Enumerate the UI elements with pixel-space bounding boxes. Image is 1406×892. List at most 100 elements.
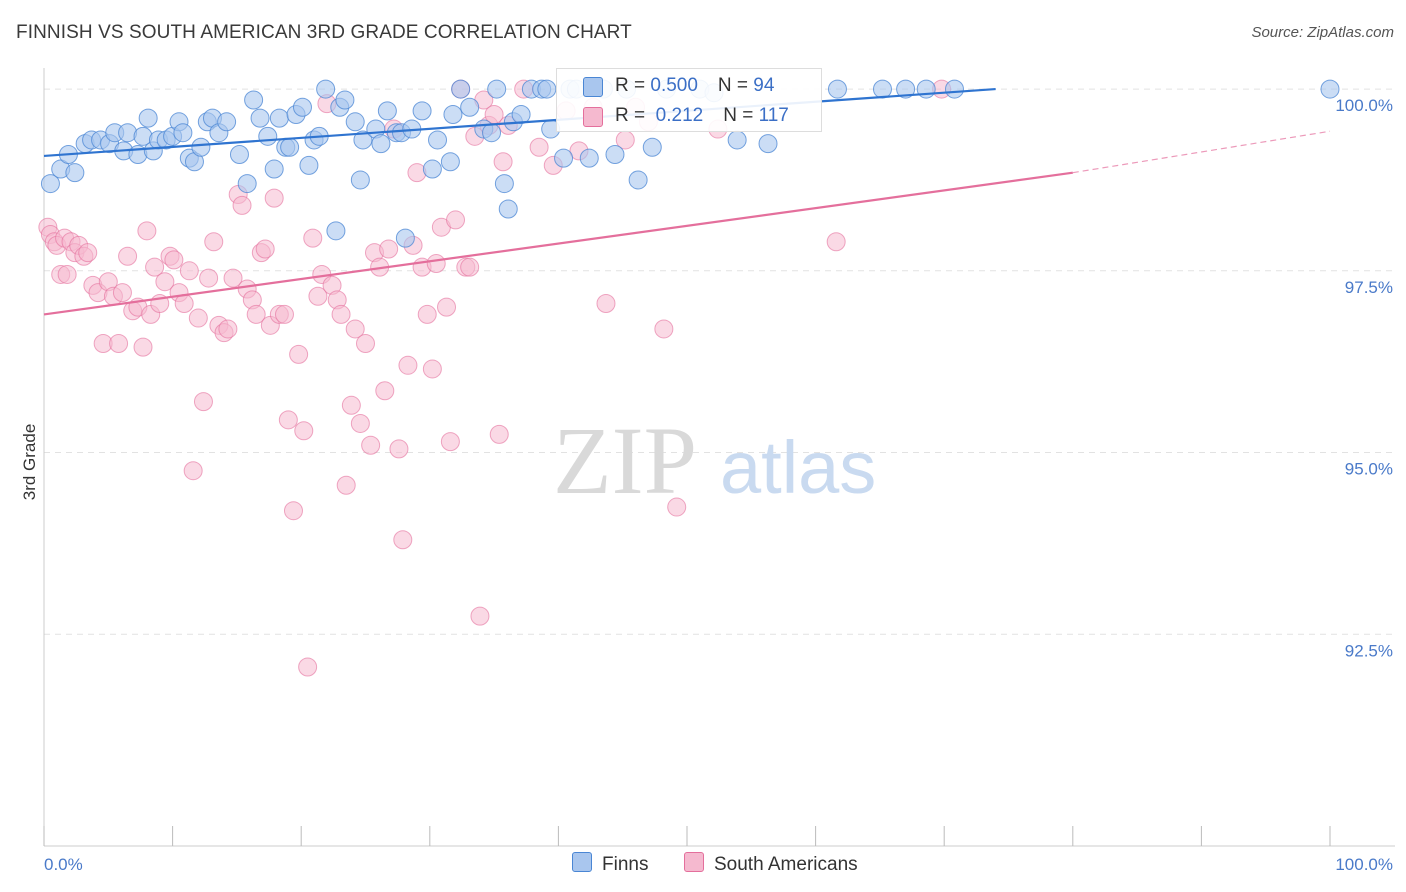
data-point-finns — [118, 123, 138, 143]
x-tick-label: 0.0% — [44, 855, 83, 874]
trend-lines — [43, 87, 1331, 316]
data-point-south-americans — [264, 188, 284, 208]
stats-legend: R = 0.500 N = 94 R = 0.212 N = 117 — [556, 68, 822, 132]
data-point-south-americans — [341, 395, 361, 415]
y-tick-label: 95.0% — [1345, 460, 1393, 479]
data-point-south-americans — [826, 232, 846, 252]
data-point-south-americans — [278, 410, 298, 430]
data-point-south-americans — [137, 221, 157, 241]
data-point-south-americans — [164, 250, 184, 270]
data-point-finns — [371, 134, 391, 154]
data-point-finns — [350, 170, 370, 190]
data-point-finns — [353, 130, 373, 150]
data-point-finns — [264, 159, 284, 179]
data-point-finns — [727, 130, 747, 150]
y-tick-label: 92.5% — [1345, 641, 1393, 660]
data-point-finns — [451, 79, 471, 99]
watermark: ZIP atlas — [553, 407, 876, 514]
data-point-south-americans — [529, 137, 549, 157]
data-point-south-americans — [417, 304, 437, 324]
data-point-finns — [511, 105, 531, 125]
trend-line-south-americans-dashed — [1072, 130, 1331, 174]
trend-line-south-americans — [43, 171, 1073, 316]
data-point-finns — [642, 137, 662, 157]
data-point-south-americans — [283, 501, 303, 521]
data-point-south-americans — [437, 297, 457, 317]
data-point-south-americans — [179, 261, 199, 281]
data-point-south-americans — [294, 421, 314, 441]
data-point-south-americans — [246, 304, 266, 324]
legend-r-label: R = — [615, 105, 651, 126]
data-point-finns — [244, 90, 264, 110]
data-point-finns — [482, 123, 502, 143]
data-point-finns — [191, 137, 211, 157]
legend-n-label: N = — [717, 75, 754, 96]
data-point-finns — [422, 159, 442, 179]
x-tick-labels: 0.0% 100.0% — [44, 855, 1393, 874]
data-point-finns — [944, 79, 964, 99]
data-point-south-americans — [350, 413, 370, 433]
data-point-south-americans — [199, 268, 219, 288]
data-point-south-americans — [667, 497, 687, 517]
y-tick-labels: 100.0% 97.5% 95.0% 92.5% — [1335, 96, 1393, 660]
y-tick-label: 97.5% — [1345, 278, 1393, 297]
data-point-finns — [460, 97, 480, 117]
data-point-south-americans — [255, 239, 275, 259]
legend-n-value-finns: 94 — [753, 75, 775, 96]
data-point-south-americans — [218, 319, 238, 339]
data-point-south-americans — [155, 272, 175, 292]
grid-lines — [44, 88, 1395, 635]
bottom-legend-finns: Finns — [572, 852, 648, 876]
data-point-finns — [299, 155, 319, 175]
data-point-finns — [428, 130, 448, 150]
bottom-legend-swatch-south-americans — [684, 852, 704, 872]
bottom-legend-label-south-americans: South Americans — [714, 854, 858, 875]
legend-n-value-south-americans: 117 — [758, 105, 789, 126]
data-point-south-americans — [345, 319, 365, 339]
data-point-finns — [605, 145, 625, 164]
data-point-south-americans — [489, 424, 509, 444]
data-point-finns — [173, 123, 193, 143]
data-point-finns — [412, 101, 432, 121]
data-point-south-americans — [331, 304, 351, 324]
data-point-finns — [537, 79, 557, 99]
data-point-south-americans — [78, 243, 98, 263]
data-point-south-americans — [375, 381, 395, 401]
data-point-finns — [395, 228, 415, 248]
y-axis-label: 3rd Grade — [20, 424, 39, 501]
data-point-south-americans — [393, 530, 413, 550]
data-point-south-americans — [223, 268, 243, 288]
bottom-legend-south-americans: South Americans — [684, 852, 858, 876]
data-point-south-americans — [426, 254, 446, 274]
data-point-south-americans — [109, 334, 129, 353]
data-point-finns — [758, 134, 778, 154]
data-point-south-americans — [193, 392, 213, 412]
data-point-finns — [827, 79, 847, 99]
data-point-south-americans — [308, 286, 328, 306]
legend-row-south-americans: R = 0.212 N = 117 — [557, 101, 821, 131]
chart-title: FINNISH VS SOUTH AMERICAN 3RD GRADE CORR… — [16, 22, 632, 43]
data-point-finns — [494, 174, 514, 194]
axes — [43, 68, 1395, 847]
data-point-south-americans — [493, 152, 513, 172]
legend-r-label: R = — [615, 75, 651, 96]
data-point-finns — [40, 174, 60, 194]
watermark-zip: ZIP — [553, 407, 697, 514]
data-point-finns — [443, 105, 463, 125]
data-point-south-americans — [188, 308, 208, 328]
data-point-finns — [250, 108, 270, 128]
data-point-finns — [498, 199, 518, 219]
legend-n-label: N = — [723, 105, 759, 126]
data-point-south-americans — [654, 319, 674, 339]
data-point-south-americans — [118, 246, 138, 266]
data-point-south-americans — [407, 163, 427, 183]
data-point-south-americans — [460, 257, 480, 277]
data-point-south-americans — [232, 195, 252, 215]
data-point-finns — [896, 79, 916, 99]
watermark-atlas: atlas — [720, 426, 876, 509]
data-point-south-americans — [389, 439, 409, 459]
data-point-south-americans — [57, 264, 77, 284]
source-credit: Source: ZipAtlas.com — [1251, 24, 1394, 41]
series-finns — [40, 79, 1340, 248]
